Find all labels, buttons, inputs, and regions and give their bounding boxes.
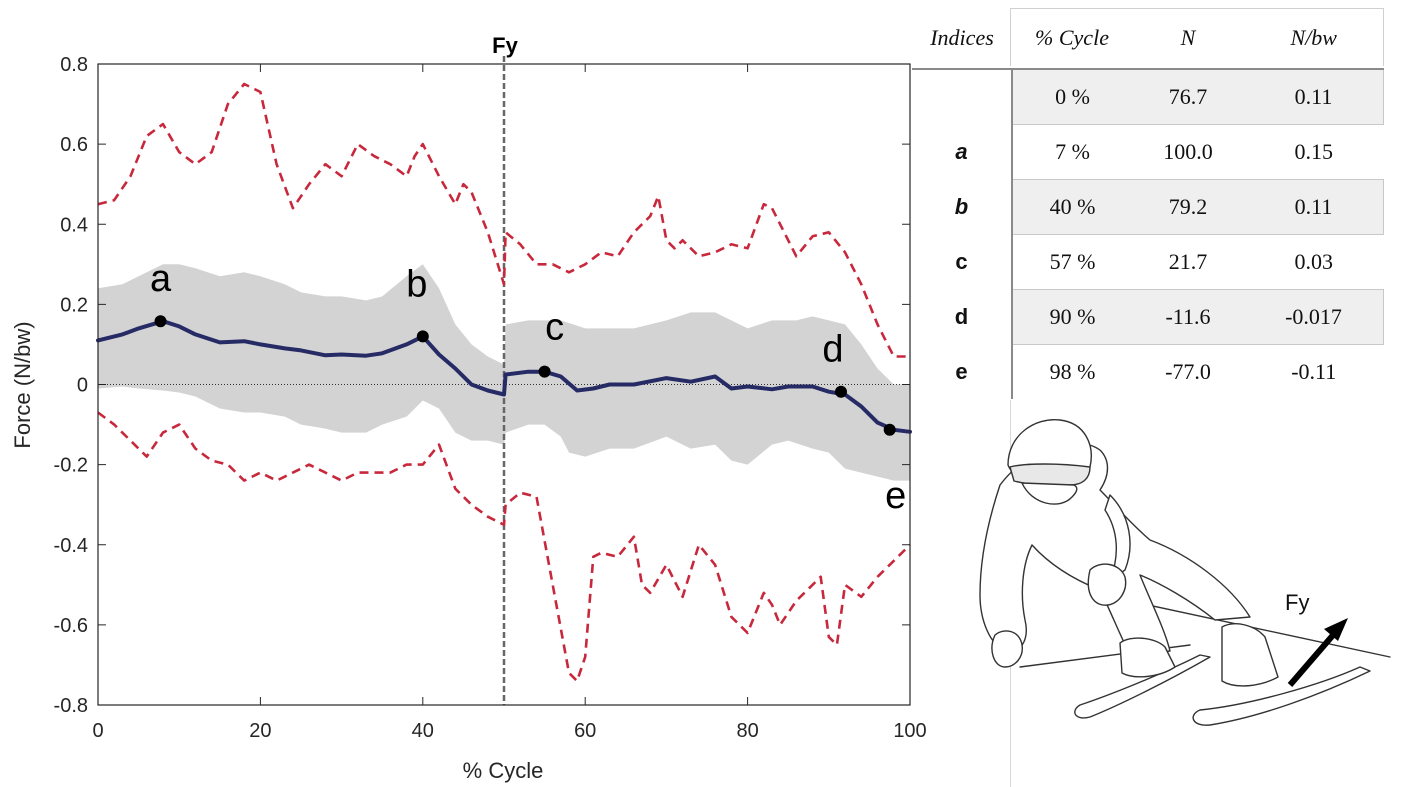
force-arrow-head	[1324, 618, 1348, 641]
index-point-e	[883, 423, 896, 436]
y-tick-label: -0.6	[54, 615, 88, 637]
y-tick-label: 0.2	[60, 294, 88, 316]
row-cycle: 98 %	[1049, 359, 1096, 384]
x-tick-label: 60	[574, 720, 596, 742]
row-cycle: 57 %	[1049, 249, 1096, 274]
row-nbw: 0.15	[1294, 139, 1334, 164]
row-n: 79.2	[1132, 179, 1244, 235]
y-tick-label: 0.4	[60, 214, 88, 236]
row-n: -11.6	[1132, 289, 1244, 345]
row-index: d	[912, 289, 1013, 345]
indices-table: Indices % Cycle N N/bw 0 % 76.7 0.11 a 7…	[912, 8, 1384, 399]
y-tick-label: 0.6	[60, 134, 88, 156]
skier-illustration: Fy	[979, 419, 1391, 726]
row-n: 100.0	[1163, 139, 1213, 164]
y-tick-label: -0.2	[54, 455, 88, 477]
x-tick-label: 40	[412, 720, 434, 742]
table-row: d 90 % -11.6 -0.017	[912, 289, 1384, 345]
row-index: b	[912, 179, 1013, 235]
row-cycle: 0 %	[1012, 68, 1132, 125]
skier-glove	[1087, 563, 1127, 606]
index-label-a: a	[150, 258, 172, 300]
row-cycle: 7 %	[1055, 139, 1090, 164]
mean-line	[96, 319, 912, 434]
table-row: c 57 % 21.7 0.03	[912, 234, 1384, 290]
row-n: -77.0	[1165, 359, 1211, 384]
vline-label: Fy	[492, 33, 518, 58]
min-line	[97, 411, 911, 683]
x-tick-label: 0	[92, 720, 103, 742]
table-row: b 40 % 79.2 0.11	[912, 179, 1384, 235]
left-ski	[1074, 654, 1211, 719]
index-label-b: b	[406, 263, 427, 305]
force-label: Fy	[1285, 590, 1309, 615]
y-tick-label: -0.8	[54, 695, 88, 717]
force-chart: a b c d e 0 20 40 60 80 100 -0.8 -0.6 -0.4 -0.2 0 0.2 0.…	[10, 33, 927, 783]
row-cycle: 90 %	[1012, 289, 1132, 345]
row-n: 76.7	[1132, 68, 1244, 125]
x-tick-label: 80	[736, 720, 758, 742]
index-point-a	[154, 315, 167, 328]
right-boot	[1221, 623, 1279, 687]
index-point-b	[416, 330, 429, 343]
row-n: 21.7	[1168, 249, 1208, 274]
row-index: c	[912, 234, 1013, 290]
row-nbw: -0.017	[1244, 289, 1384, 345]
table-row: a 7 % 100.0 0.15	[912, 124, 1384, 180]
table-row: 0 % 76.7 0.11	[912, 68, 1384, 125]
x-axis-title: % Cycle	[463, 758, 544, 783]
index-label-c: c	[545, 307, 564, 349]
face	[1021, 482, 1078, 505]
y-axis-title: Force (N/bw)	[10, 321, 35, 448]
x-tick-label: 100	[893, 720, 926, 742]
row-index	[912, 69, 1013, 125]
index-point-d	[834, 385, 847, 398]
y-tick-label: -0.4	[54, 535, 88, 557]
row-nbw: 0.11	[1244, 68, 1384, 125]
table-header-row: Indices % Cycle N N/bw	[912, 8, 1384, 70]
header-cycle: % Cycle	[1012, 8, 1132, 70]
front-glove	[991, 630, 1023, 668]
header-n: N	[1132, 8, 1244, 70]
force-arrow	[1287, 625, 1343, 687]
row-nbw: 0.11	[1244, 179, 1384, 235]
index-label-d: d	[822, 329, 843, 371]
y-tick-label: 0	[77, 375, 88, 397]
x-tick-label: 20	[249, 720, 271, 742]
row-index: e	[912, 344, 1013, 399]
index-point-c	[538, 365, 551, 378]
tick-labels: 0 20 40 60 80 100 -0.8 -0.6 -0.4 -0.2 0 0.2 0.4 0.6 0.…	[54, 54, 927, 742]
table-row: e 98 % -77.0 -0.11	[912, 344, 1384, 399]
table-right-rule	[1383, 8, 1384, 66]
range-lines	[97, 82, 911, 683]
row-nbw: -0.11	[1291, 359, 1337, 384]
index-points: a b c d e	[150, 258, 906, 517]
left-boot	[1119, 637, 1176, 678]
header-indices: Indices	[912, 8, 1012, 70]
row-cycle: 40 %	[1012, 179, 1132, 235]
mean-line-layer	[96, 319, 912, 434]
row-index: a	[912, 124, 1013, 180]
right-ski	[1192, 666, 1371, 726]
header-nbw: N/bw	[1244, 8, 1384, 70]
index-label-e: e	[885, 475, 906, 517]
y-tick-label: 0.8	[60, 54, 88, 76]
axes-frame	[97, 63, 911, 706]
pole-back	[1124, 599, 1391, 658]
row-nbw: 0.03	[1294, 249, 1334, 274]
